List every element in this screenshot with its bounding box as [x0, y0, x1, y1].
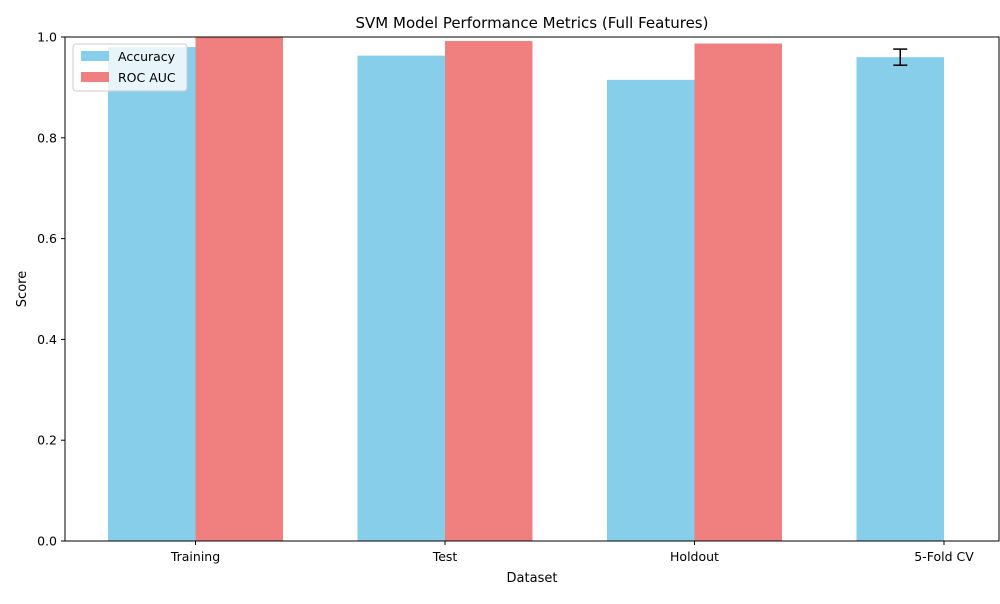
x-tick-label: Training	[170, 549, 220, 564]
y-tick-label: 0.8	[37, 130, 57, 145]
bar-roc-auc-test	[445, 41, 533, 541]
bars-layer	[108, 37, 944, 542]
bar-roc-auc-training	[195, 37, 283, 541]
y-tick-label: 0.2	[37, 433, 57, 448]
error-bars-layer	[893, 48, 908, 66]
x-axis: Training Test Holdout 5-Fold CV	[170, 541, 974, 564]
legend: Accuracy ROC AUC	[72, 43, 188, 92]
plot-area	[64, 36, 1000, 542]
x-tick-label: Holdout	[670, 549, 719, 564]
legend-swatch	[81, 72, 109, 82]
x-tick-label: 5-Fold CV	[914, 549, 974, 564]
legend-label: Accuracy	[118, 49, 176, 64]
y-tick-label: 1.0	[37, 30, 57, 45]
error-bar	[893, 48, 908, 66]
bar-accuracy-holdout	[607, 79, 695, 541]
bar-accuracy-training	[108, 47, 196, 542]
y-axis: 0.0 0.2 0.4 0.6 0.8 1.0	[37, 30, 65, 549]
bar-accuracy-5-fold-cv	[856, 57, 944, 541]
y-tick-label: 0.0	[37, 534, 57, 549]
y-tick-label: 0.4	[37, 332, 57, 347]
x-axis-label: Dataset	[507, 571, 558, 586]
chart-title: SVM Model Performance Metrics (Full Feat…	[356, 14, 709, 32]
legend-label: ROC AUC	[118, 70, 176, 85]
bar-roc-auc-holdout	[694, 43, 782, 541]
y-tick-label: 0.6	[37, 231, 57, 246]
bar-accuracy-test	[357, 55, 445, 541]
y-axis-label: Score	[15, 271, 30, 307]
x-tick-label: Test	[432, 549, 458, 564]
legend-swatch	[81, 51, 109, 61]
